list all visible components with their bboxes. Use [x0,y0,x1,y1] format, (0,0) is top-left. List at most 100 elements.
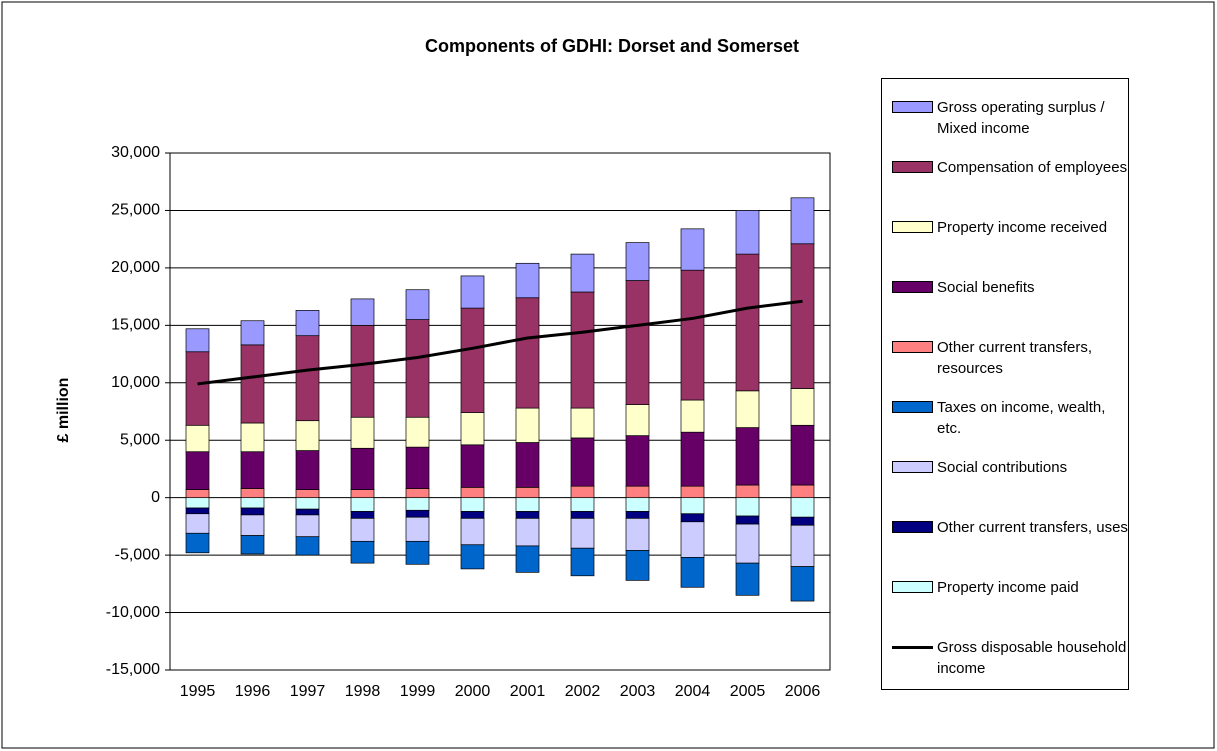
bar-segment [735,523,760,564]
legend-swatch [892,101,933,113]
line-series [197,299,803,386]
legend-label: Property income received [937,219,1108,236]
bar-segment [405,540,430,565]
bar-segment [680,431,705,487]
bar-segment [570,437,595,487]
bar-segment [790,388,815,426]
bar-segment [735,427,760,486]
bar-segment [240,488,265,499]
bar-segment [240,320,265,346]
bar-segment [460,511,485,519]
bar-segment [790,516,815,526]
bar-segment [350,416,375,449]
y-axis-label: £ million [55,378,72,443]
bar-segment [735,515,760,525]
bar-segment [680,497,705,515]
bar-segment [515,517,540,547]
bar-segment [460,307,485,413]
bar-segment [735,390,760,428]
bar-segment [295,335,320,422]
bar-segment [625,511,650,519]
x-tick-label: 2004 [675,683,711,700]
bar-segment [515,262,540,299]
bar-segment [405,509,430,518]
bar-segment [515,486,540,499]
bar-segment [460,544,485,570]
bar-segment [625,404,650,436]
bar-segment [295,420,320,451]
x-tick-label: 2000 [455,683,491,700]
legend-label: Compensation of employees [937,159,1128,176]
x-tick-label: 1996 [235,683,271,700]
legend-item: Property income received [892,217,1128,238]
legend-label: Gross disposable household income [937,639,1127,677]
x-tick-label: 1995 [180,683,216,700]
legend-item: Social contributions [892,457,1128,478]
bar-segment [185,328,210,353]
bar-segment [570,511,595,519]
bar-segment [515,497,540,512]
bar-segment [240,422,265,453]
bar-segment [295,489,320,499]
legend-item: Other current transfers, uses [892,517,1128,538]
plot-frame [169,152,831,671]
bar-segment [295,497,320,510]
bar-segment [570,497,595,512]
chart-title: Components of GDHI: Dorset and Somerset [425,36,799,56]
y-tick-label: 20,000 [111,259,160,276]
y-tick-label: 30,000 [111,144,160,161]
legend-label: Other current transfers, resources [937,339,1093,377]
x-tick-label: 1997 [290,683,326,700]
y-tick-label: -15,000 [106,661,160,678]
bar-segment [790,424,815,486]
bar-segment [515,442,540,488]
y-tick-label: 15,000 [111,317,160,334]
bar-segment [185,507,210,515]
bar-segment [790,484,815,499]
y-tick-label: -5,000 [115,546,160,563]
bar-segment [460,497,485,512]
legend-swatch [892,281,933,293]
y-tick-label: 5,000 [120,431,160,448]
bar-segment [515,297,540,409]
x-tick-label: 2005 [730,683,766,700]
legend-swatch [892,221,933,233]
x-tick-label: 2001 [510,683,546,700]
legend-item: Property income paid [892,577,1128,598]
bar-segment [460,275,485,309]
bar-segment [405,416,430,448]
bar-segment [350,511,375,519]
bar-segment [350,298,375,326]
bar-segment [735,210,760,255]
bar-segment [350,540,375,564]
bar-segment [240,344,265,424]
bar-segment [625,550,650,581]
bar-segment [790,197,815,245]
y-tick-label: -10,000 [106,604,160,621]
legend-item: Social benefits [892,277,1128,298]
bar-segment [625,242,650,281]
legend-swatch [892,461,933,473]
bar-segment [295,508,320,516]
bar-segment [460,412,485,446]
bar-segment [240,497,265,509]
bar-segment [625,280,650,405]
bar-segment [570,547,595,577]
bar-segment [570,407,595,439]
bar-segment [680,557,705,588]
bar-segment [625,517,650,551]
legend: Gross operating surplus / Mixed income Co… [881,78,1129,690]
legend-swatch [892,341,933,353]
bar-segment [570,517,595,549]
bar-segment [680,485,705,499]
bar-segment [350,517,375,542]
legend-label: Social contributions [937,459,1068,476]
bar-segment [515,545,540,573]
legend-label: Taxes on income, wealth, etc. [937,399,1106,437]
bar-segment [460,517,485,546]
bar-segment [405,446,430,489]
bar-segment [405,488,430,499]
bar-segment [405,319,430,418]
bar-segment [240,535,265,555]
